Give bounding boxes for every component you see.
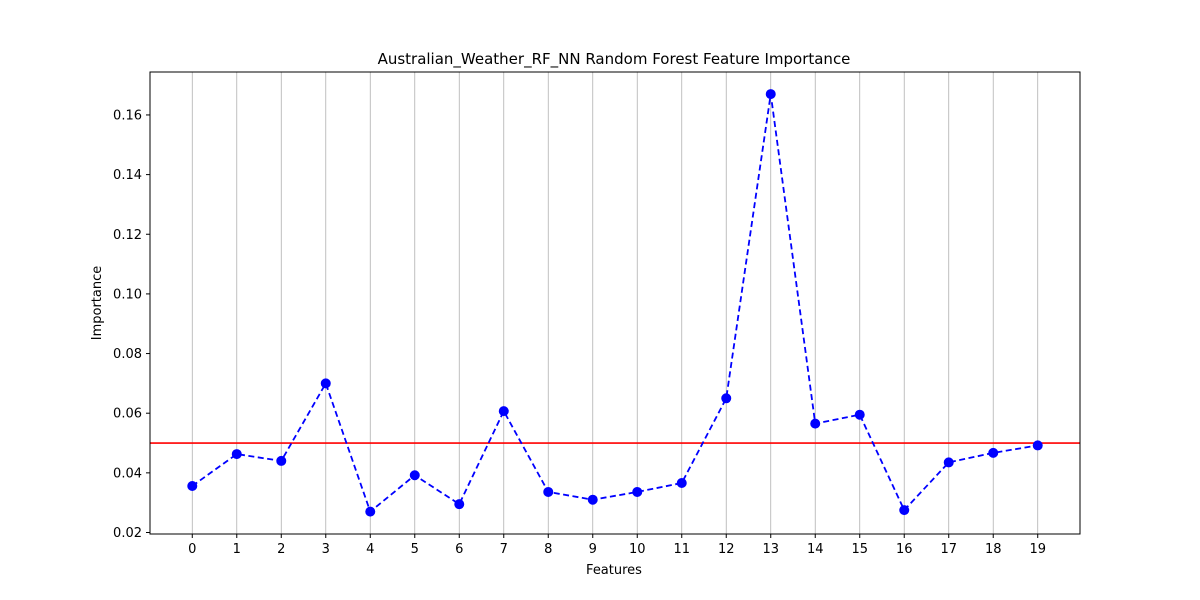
plot-frame <box>149 71 1081 535</box>
y-tick-label: 0.08 <box>113 347 142 362</box>
importance-point <box>810 418 821 429</box>
y-tick-label: 0.06 <box>113 407 142 422</box>
importance-point <box>320 378 331 389</box>
importance-point <box>899 505 910 516</box>
x-tick-label: 3 <box>322 542 330 557</box>
x-tick-label: 5 <box>411 542 419 557</box>
importance-point <box>988 447 999 458</box>
importance-point <box>543 486 554 497</box>
importance-point <box>943 457 954 468</box>
x-tick-label: 9 <box>589 542 597 557</box>
x-tick-label: 1 <box>233 542 241 557</box>
importance-point <box>498 406 509 417</box>
x-tick-label: 10 <box>629 542 646 557</box>
x-tick-label: 11 <box>673 542 690 557</box>
x-tick-label: 16 <box>896 542 913 557</box>
chart-title: Australian_Weather_RF_NN Random Forest F… <box>378 50 851 69</box>
y-tick-label: 0.02 <box>113 526 142 541</box>
x-tick-label: 7 <box>500 542 508 557</box>
x-tick-label: 15 <box>851 542 868 557</box>
importance-point <box>231 449 242 460</box>
y-axis-label: Importance <box>90 266 105 341</box>
x-tick-label: 4 <box>366 542 374 557</box>
grid-layer <box>191 72 1039 534</box>
importance-point <box>187 480 198 491</box>
importance-point <box>409 470 420 481</box>
series-points-layer <box>187 89 1043 517</box>
importance-point <box>854 409 865 420</box>
importance-point <box>1032 440 1043 451</box>
y-tick-label: 0.14 <box>113 168 142 183</box>
x-tick-label: 17 <box>940 542 957 557</box>
x-tick-label: 19 <box>1029 542 1046 557</box>
importance-point <box>632 486 643 497</box>
importance-point <box>365 506 376 517</box>
y-ticks-layer: 0.02 0.04 0.06 0.08 0.10 0.12 0.14 0.16 <box>113 108 150 541</box>
importance-point <box>676 477 687 488</box>
y-tick-label: 0.12 <box>113 228 142 243</box>
importance-point <box>276 455 287 466</box>
x-tick-label: 2 <box>277 542 285 557</box>
x-tick-label: 12 <box>718 542 735 557</box>
importance-series-line <box>191 93 1038 513</box>
x-tick-label: 18 <box>985 542 1002 557</box>
importance-point <box>765 89 776 100</box>
y-tick-label: 0.04 <box>113 466 142 481</box>
x-ticks-layer: 0 1 2 3 4 5 6 7 8 9 10 11 12 13 14 15 16 17 18 19 <box>188 534 1046 557</box>
x-tick-label: 8 <box>544 542 552 557</box>
importance-point <box>721 393 732 404</box>
x-axis-label: Features <box>586 563 642 578</box>
x-tick-label: 0 <box>188 542 196 557</box>
importance-point <box>587 494 598 505</box>
x-tick-label: 13 <box>762 542 779 557</box>
importance-point <box>454 499 465 510</box>
series-line-layer <box>191 93 1038 513</box>
x-tick-label: 14 <box>807 542 824 557</box>
x-tick-label: 6 <box>455 542 463 557</box>
y-tick-label: 0.16 <box>113 108 142 123</box>
y-tick-label: 0.10 <box>113 287 142 302</box>
